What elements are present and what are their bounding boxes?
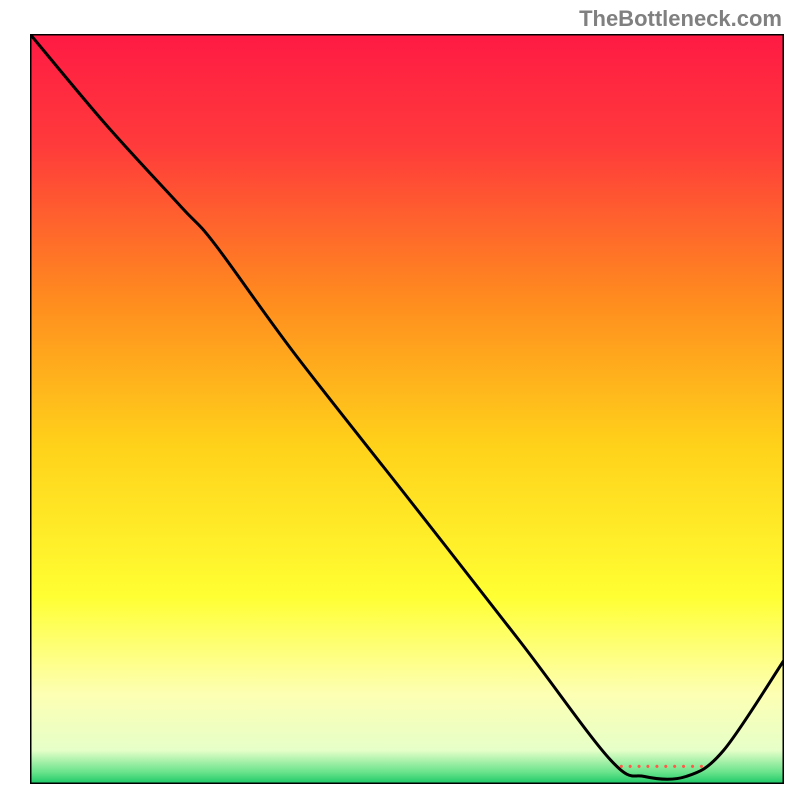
gradient-background bbox=[30, 34, 784, 784]
watermark: TheBottleneck.com bbox=[579, 6, 782, 32]
plot-area: • • • • • • • • • • bbox=[30, 34, 784, 784]
plot-svg bbox=[30, 34, 784, 784]
optimal-range-marker: • • • • • • • • • • bbox=[619, 761, 704, 773]
